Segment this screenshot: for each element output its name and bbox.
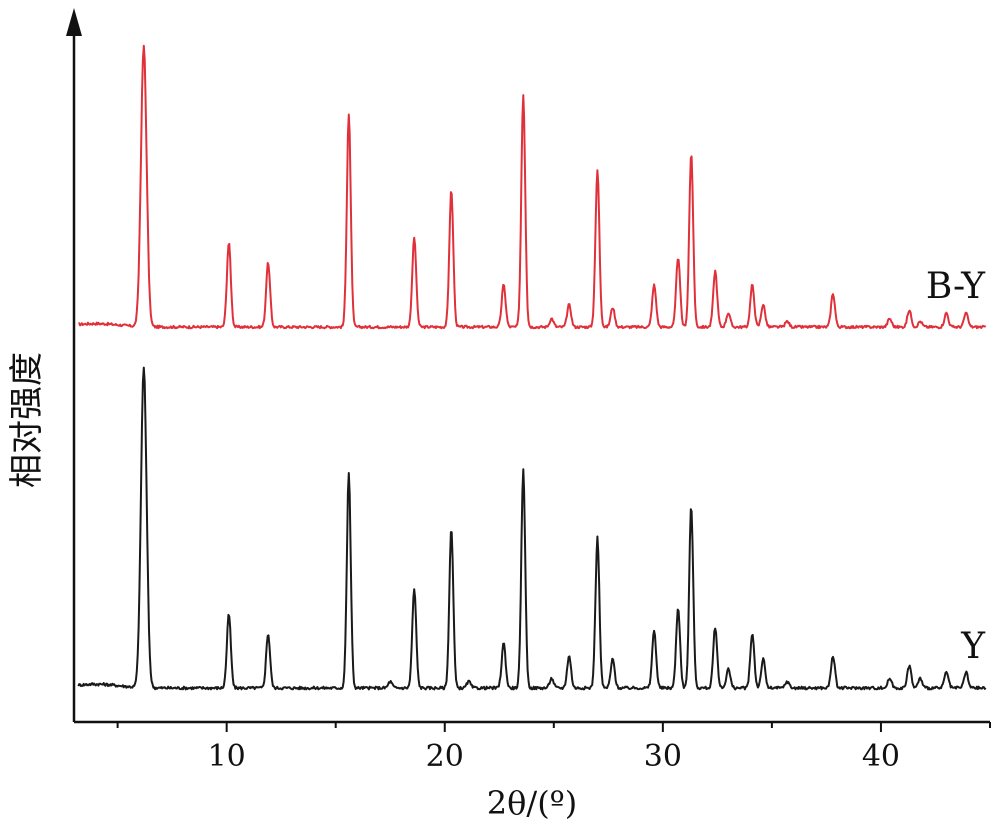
x-tick-label: 10 — [208, 739, 246, 774]
x-tick-label: 20 — [426, 739, 464, 774]
series-line-y — [77, 366, 987, 691]
series-label-b-y: B-Y — [926, 266, 986, 307]
x-axis-label: 2θ/(º) — [487, 784, 577, 822]
series-label-y: Y — [960, 626, 986, 667]
series-line-b-y — [78, 44, 987, 330]
y-axis-arrow — [66, 8, 82, 36]
x-tick-label: 30 — [644, 739, 682, 774]
x-tick-label: 40 — [862, 739, 900, 774]
y-axis-label: 相对强度 — [7, 352, 47, 488]
x-ticks: 10 20 30 40 — [116, 722, 991, 774]
traces — [77, 44, 987, 691]
